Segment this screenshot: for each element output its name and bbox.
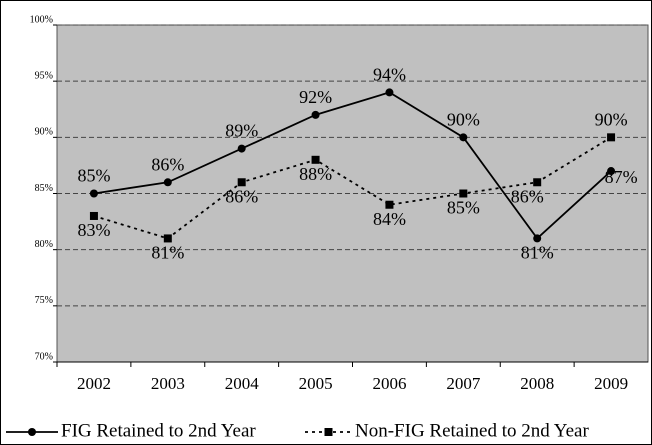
x-tick-label: 2007 — [446, 374, 481, 393]
marker — [533, 234, 542, 243]
value-label: 94% — [373, 65, 406, 85]
marker — [28, 428, 36, 436]
marker — [311, 155, 320, 164]
marker — [237, 144, 246, 153]
legend-label: Non-FIG Retained to 2nd Year — [355, 420, 589, 441]
value-label: 90% — [595, 109, 628, 129]
marker — [311, 110, 320, 119]
value-label: 85% — [77, 166, 110, 186]
value-label: 81% — [151, 243, 184, 263]
marker — [385, 200, 394, 209]
y-tick-label: 90% — [35, 127, 53, 138]
value-label: 90% — [447, 109, 480, 129]
x-tick-label: 2003 — [151, 374, 185, 393]
marker — [89, 211, 98, 220]
x-tick-label: 2006 — [372, 374, 406, 393]
x-tick-label: 2009 — [594, 374, 628, 393]
y-tick-label: 85% — [35, 183, 53, 194]
legend-label: FIG Retained to 2nd Year — [61, 420, 256, 441]
marker — [459, 133, 468, 142]
marker — [459, 189, 468, 198]
x-tick-label: 2008 — [520, 374, 554, 393]
y-tick-label: 70% — [35, 351, 53, 362]
series-line — [93, 136, 612, 240]
x-tick-label: 2005 — [299, 374, 333, 393]
value-label: 92% — [299, 87, 332, 107]
series-line — [93, 91, 612, 240]
value-label: 84% — [373, 209, 406, 229]
value-label: 86% — [511, 186, 544, 206]
value-label: 81% — [521, 243, 554, 263]
marker — [89, 189, 98, 198]
y-tick-label: 100% — [30, 14, 53, 25]
value-label: 87% — [605, 167, 638, 187]
x-tick-label: 2004 — [225, 374, 260, 393]
marker — [237, 178, 246, 187]
marker — [163, 234, 172, 243]
value-label: 83% — [77, 220, 110, 240]
marker — [385, 88, 394, 97]
value-label: 86% — [151, 154, 184, 174]
x-tick-label: 2002 — [77, 374, 111, 393]
marker — [163, 178, 172, 187]
marker — [324, 428, 333, 436]
value-label: 89% — [225, 121, 258, 141]
value-label: 85% — [447, 198, 480, 218]
y-tick-label: 75% — [35, 295, 53, 306]
y-tick-label: 80% — [35, 239, 53, 250]
y-tick-label: 95% — [35, 70, 53, 81]
marker — [607, 167, 616, 176]
value-label: 86% — [225, 186, 258, 206]
value-label: 88% — [299, 164, 332, 184]
marker — [607, 133, 616, 142]
marker — [533, 178, 542, 187]
